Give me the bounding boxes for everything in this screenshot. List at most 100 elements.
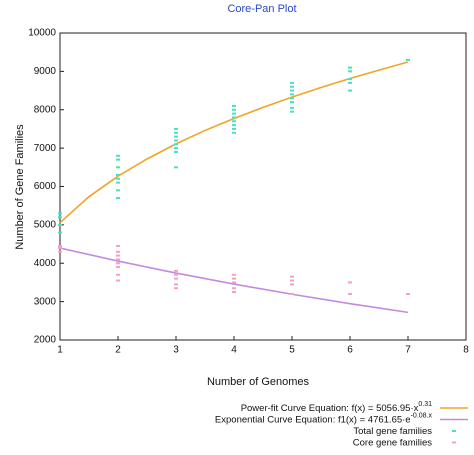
data-point: [406, 58, 410, 61]
y-tick-label: 6000: [34, 181, 57, 192]
data-point: [348, 281, 352, 284]
data-point: [232, 287, 236, 290]
data-point: [58, 212, 62, 215]
data-point: [232, 127, 236, 130]
data-point: [174, 287, 178, 290]
legend-swatch: [452, 430, 456, 432]
data-point: [290, 81, 294, 84]
data-point: [116, 250, 120, 253]
data-point: [58, 250, 62, 253]
data-point: [348, 292, 352, 295]
data-point: [348, 89, 352, 92]
x-tick-label: 2: [115, 345, 121, 356]
legend-swatch: [452, 441, 456, 444]
legend-label: Power-fit Curve Equation: f(x) = 5056.95…: [241, 401, 432, 414]
data-point: [174, 150, 178, 153]
y-tick-label: 7000: [34, 143, 57, 154]
data-point: [116, 181, 120, 184]
x-tick-label: 4: [231, 345, 237, 356]
data-point: [232, 104, 236, 107]
legend-text: Total gene families: [353, 426, 432, 437]
data-point: [290, 292, 294, 295]
data-point: [406, 292, 410, 295]
fit-curve: [59, 61, 409, 224]
data-point: [232, 112, 236, 115]
data-point: [290, 275, 294, 278]
y-tick-label: 3000: [34, 296, 57, 307]
legend-superscript: 0.31: [418, 401, 432, 408]
y-tick-label: 8000: [34, 104, 57, 115]
data-point: [116, 177, 120, 180]
legend-label: Core gene families: [353, 437, 432, 448]
x-tick-label: 1: [57, 345, 63, 356]
data-point: [116, 158, 120, 161]
data-point: [290, 93, 294, 96]
data-point: [232, 108, 236, 111]
legend-text: Exponential Curve Equation: f1(x) = 4761…: [215, 414, 411, 425]
legend-superscript: -0.08.x: [411, 412, 433, 419]
data-point: [290, 85, 294, 88]
x-tick-label: 3: [173, 345, 179, 356]
legend-label: Exponential Curve Equation: f1(x) = 4761…: [215, 412, 433, 425]
data-point: [290, 110, 294, 113]
fit-curve: [59, 247, 409, 314]
data-point: [348, 70, 352, 73]
data-point: [290, 279, 294, 282]
data-point: [116, 266, 120, 269]
y-tick-label: 5000: [34, 220, 57, 231]
data-point: [174, 273, 178, 276]
data-point: [232, 124, 236, 127]
data-point: [348, 66, 352, 69]
data-point: [174, 131, 178, 134]
y-tick-label: 2000: [34, 335, 57, 346]
data-point: [290, 283, 294, 286]
data-point: [174, 127, 178, 130]
data-point: [116, 197, 120, 200]
data-point: [174, 166, 178, 169]
chart-title: Core-Pan Plot: [227, 3, 296, 15]
data-point: [116, 258, 120, 261]
x-axis-label: Number of Genomes: [207, 376, 310, 388]
data-point: [116, 273, 120, 276]
data-point: [290, 89, 294, 92]
x-tick-label: 5: [289, 345, 295, 356]
x-tick-label: 6: [347, 345, 353, 356]
y-tick-label: 4000: [34, 258, 57, 269]
data-point: [116, 166, 120, 169]
data-point: [58, 231, 62, 234]
data-point: [174, 143, 178, 146]
data-point: [290, 106, 294, 109]
data-point: [58, 246, 62, 249]
data-point: [232, 120, 236, 123]
data-point: [232, 291, 236, 294]
legend-label: Total gene families: [353, 426, 432, 437]
data-point: [174, 277, 178, 280]
data-point: [174, 283, 178, 286]
data-point: [232, 273, 236, 276]
data-point: [174, 147, 178, 150]
data-point: [348, 81, 352, 84]
y-tick-label: 9000: [34, 66, 57, 77]
data-point: [232, 281, 236, 284]
data-point: [232, 277, 236, 280]
y-tick-label: 10000: [28, 28, 56, 39]
x-tick-label: 8: [463, 345, 469, 356]
data-point: [58, 216, 62, 219]
x-tick-label: 7: [405, 345, 411, 356]
data-point: [174, 135, 178, 138]
data-point: [290, 101, 294, 104]
data-point: [174, 139, 178, 142]
y-axis-label: Number of Gene Families: [14, 124, 26, 250]
data-point: [116, 279, 120, 282]
data-point: [116, 254, 120, 257]
data-point: [290, 97, 294, 100]
data-point: [116, 154, 120, 157]
data-point: [116, 244, 120, 247]
data-point: [116, 189, 120, 192]
legend-text: Power-fit Curve Equation: f(x) = 5056.95…: [241, 403, 419, 414]
data-point: [232, 116, 236, 119]
data-point: [174, 269, 178, 272]
data-point: [58, 244, 62, 247]
data-point: [116, 262, 120, 265]
